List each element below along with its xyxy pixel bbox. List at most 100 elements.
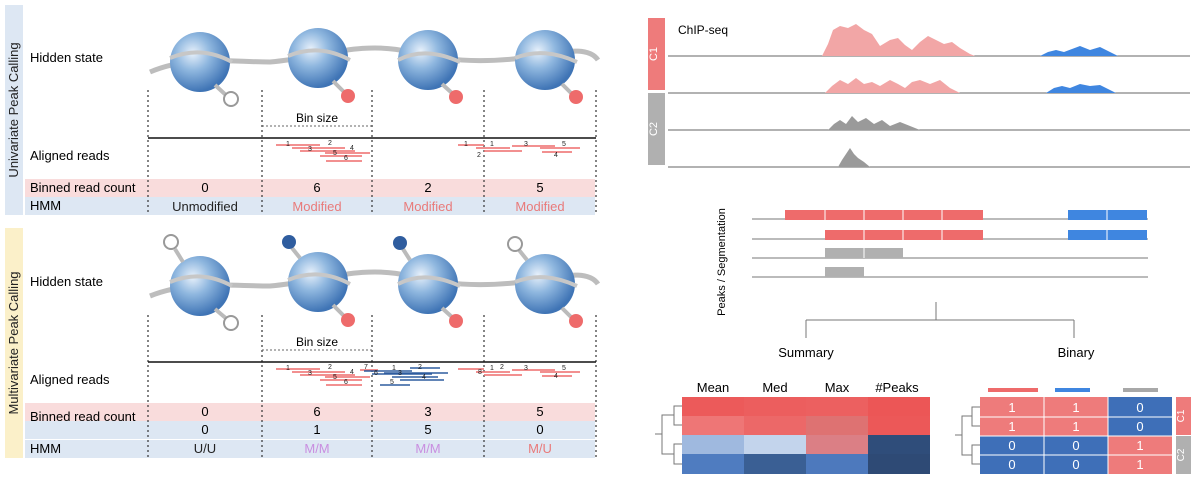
multivariate-bin-dividers	[147, 315, 597, 458]
multivariate-bin-size-label: Bin size	[296, 335, 338, 349]
univariate-count-bin-1: 0	[201, 180, 208, 195]
multivariate-hmm-bin-4: M/U	[528, 441, 552, 456]
multivariate-read-number: 2	[328, 364, 332, 371]
multivariate-read-number: 4	[350, 369, 354, 376]
univariate-hmm-bin-3: Modified	[403, 199, 452, 214]
multivariate-mark-top-unmodified-1	[163, 234, 179, 250]
binary-cell	[1108, 455, 1172, 474]
univariate-panel: Univariate Peak Calling Hidden state Ali…	[5, 5, 601, 215]
multivariate-hidden-state-label: Hidden state	[30, 274, 103, 289]
univariate-read-number: 5	[333, 150, 337, 157]
binary-cell	[1044, 436, 1108, 455]
heatmap-cell	[744, 435, 806, 454]
group-c2-bar	[648, 93, 665, 165]
multivariate-read-number: 7	[364, 364, 368, 371]
heatmap-col-max: Max	[825, 380, 850, 395]
univariate-binned-row	[25, 179, 595, 197]
chip-track-2-peak-blue	[1046, 84, 1116, 93]
multivariate-mark-top-unmodified-4	[507, 236, 523, 252]
univariate-hidden-state-label: Hidden state	[30, 50, 103, 65]
binary-group-c2-label: C2	[1176, 448, 1187, 461]
multivariate-count-row1-bin-2: 6	[313, 404, 320, 419]
univariate-reads	[276, 144, 580, 162]
group-c2-label: C2	[648, 122, 660, 136]
binary-cell	[1044, 455, 1108, 474]
multivariate-side-bar	[5, 228, 23, 458]
multivariate-nucleosome-2	[282, 235, 355, 327]
univariate-mark-modified-2	[341, 89, 355, 103]
binary-cell	[980, 455, 1044, 474]
binary-value: 0	[1072, 438, 1079, 453]
univariate-read-number: 4	[554, 152, 558, 159]
univariate-hmm-bin-4: Modified	[515, 199, 564, 214]
summary-heatmap: Mean Med Max #Peaks	[655, 380, 930, 474]
univariate-read-number: 3	[308, 146, 312, 153]
heatmap-col-mean: Mean	[697, 380, 730, 395]
binary-value: 1	[1008, 419, 1015, 434]
multivariate-side-label: Multivariate Peak Calling	[6, 271, 21, 414]
univariate-aligned-reads-label: Aligned reads	[30, 148, 110, 163]
heatmap-cell	[868, 416, 930, 435]
multivariate-binned-label: Binned read count	[30, 409, 136, 424]
heatmap-cell	[868, 435, 930, 454]
multivariate-read-number: 3	[524, 365, 528, 372]
binary-cell	[980, 417, 1044, 436]
multivariate-read-number-blue: 6	[374, 370, 378, 377]
multivariate-hmm-row	[25, 440, 595, 458]
univariate-mark-modified-4	[569, 90, 583, 104]
multivariate-binned-row-1	[25, 403, 595, 421]
heatmap-cell	[806, 454, 868, 474]
multivariate-mark-bottom-modified-4	[569, 314, 583, 328]
multivariate-read-number: 4	[554, 373, 558, 380]
heatmap-cell	[806, 435, 868, 454]
binary-label: Binary	[1058, 345, 1095, 360]
multivariate-count-row2-bin-1: 0	[201, 422, 208, 437]
multivariate-hmm-label: HMM	[30, 441, 61, 456]
binary-value: 1	[1072, 400, 1079, 415]
univariate-hmm-label: HMM	[30, 198, 61, 213]
univariate-count-bin-2: 6	[313, 180, 320, 195]
multivariate-reads-red	[276, 368, 580, 386]
binary-matrix: 1 1 0 1 1 0 0 0 1 0 0 1 C1 C2	[955, 388, 1191, 474]
multivariate-read-number: 5	[562, 365, 566, 372]
heatmap-cell	[868, 397, 930, 416]
chip-seq-label: ChIP-seq	[678, 23, 728, 37]
peaks-segmentation-label: Peaks / Segmentation	[716, 208, 728, 316]
multivariate-count-row1-bin-1: 0	[201, 404, 208, 419]
multivariate-mark-bottom-modified-2	[341, 313, 355, 327]
multivariate-count-row1-bin-3: 3	[424, 404, 431, 419]
heatmap-cell	[682, 397, 744, 416]
binary-value: 0	[1072, 457, 1079, 472]
chip-seq-tracks: C1 C2 ChIP-seq	[648, 18, 1190, 168]
chip-track-2-peak-red	[825, 78, 960, 93]
heatmap-cell	[682, 416, 744, 435]
univariate-nucleosome-4	[514, 30, 583, 104]
binary-cell	[1108, 417, 1172, 436]
heatmap-cell	[682, 454, 744, 474]
binary-group-c1-bar	[1176, 397, 1191, 435]
binary-group-c2-bar	[1176, 436, 1191, 474]
chip-track-1-peak-blue	[1040, 46, 1118, 56]
multivariate-binned-row-2	[25, 421, 595, 439]
univariate-read-number: 5	[562, 141, 566, 148]
heatmap-cell	[806, 397, 868, 416]
binary-value: 0	[1008, 438, 1015, 453]
univariate-mark-modified-3	[449, 90, 463, 104]
multivariate-read-number-blue: 5	[390, 379, 394, 386]
multivariate-read-number: 2	[500, 364, 504, 371]
binary-cell	[980, 436, 1044, 455]
univariate-side-bar	[5, 5, 23, 215]
univariate-read-number: 1	[286, 141, 290, 148]
multivariate-hmm-bin-3: M/M	[415, 441, 440, 456]
chip-track-4-peak-gray	[838, 148, 870, 167]
univariate-nucleosome-1	[169, 32, 239, 107]
binary-dendrogram	[955, 406, 980, 465]
multivariate-count-row1-bin-4: 5	[536, 404, 543, 419]
binary-value: 1	[1072, 419, 1079, 434]
univariate-read-number: 2	[328, 140, 332, 147]
univariate-hmm-bin-1: Unmodified	[172, 199, 238, 214]
univariate-mark-unmodified-1	[223, 91, 239, 107]
heatmap-cell	[806, 416, 868, 435]
univariate-binned-label: Binned read count	[30, 180, 136, 195]
univariate-read-number: 1	[464, 141, 468, 148]
